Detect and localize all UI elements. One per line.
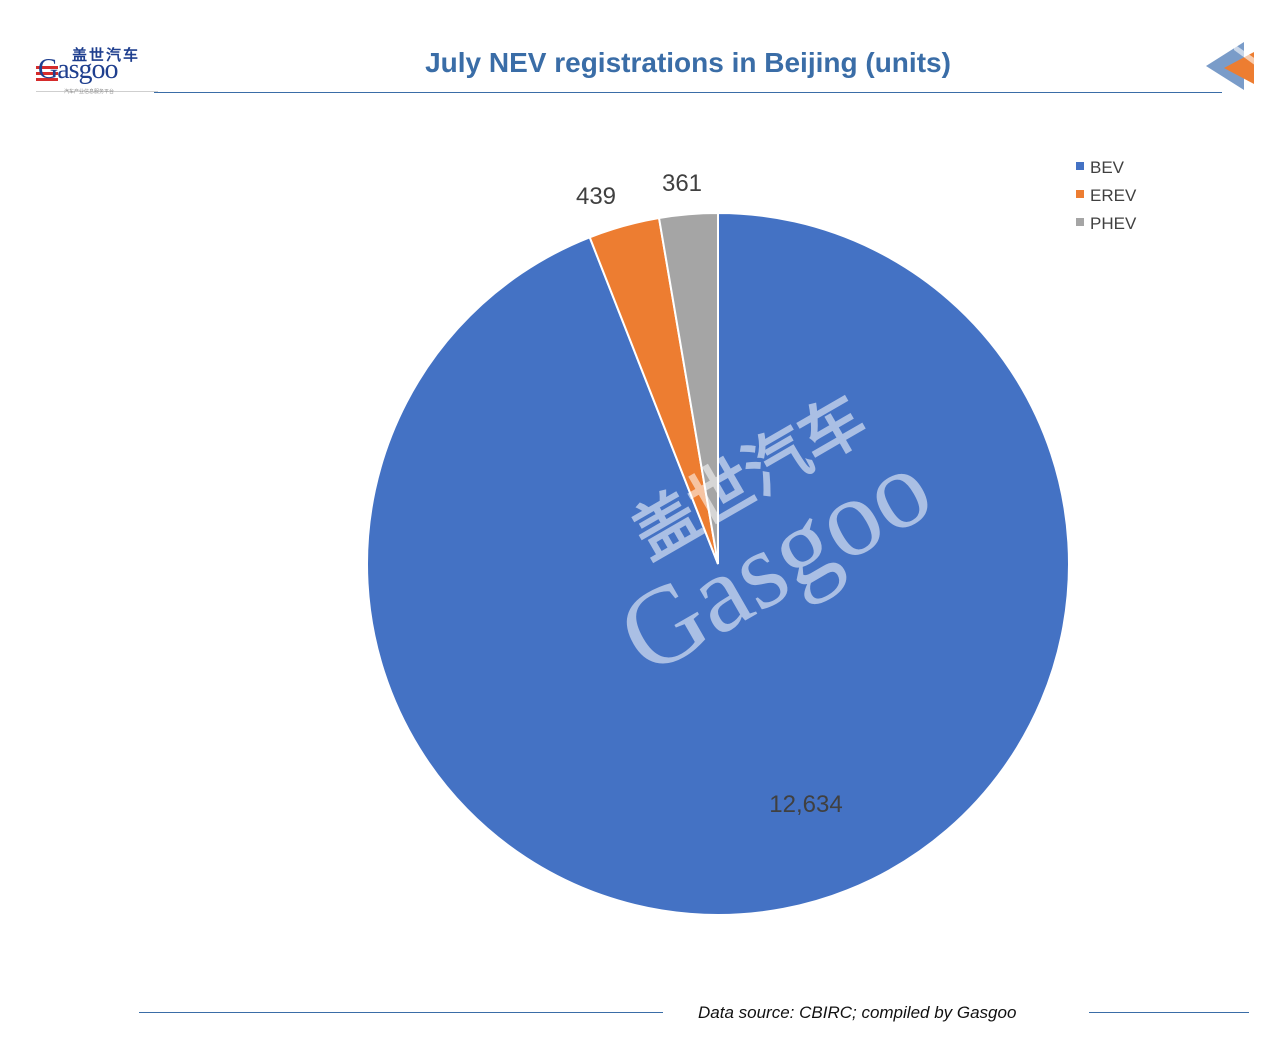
logo-chinese-name: 盖世汽车 — [72, 46, 141, 64]
legend-label-erev: EREV — [1090, 186, 1137, 205]
legend-label-bev: BEV — [1090, 158, 1125, 177]
data-label-erev: 439 — [576, 183, 616, 210]
back-arrow-icon — [1206, 42, 1260, 90]
legend-swatch-phev — [1076, 218, 1084, 226]
gasgoo-logo: 盖世汽车 Gasgoo 汽车产业信息服务平台 — [30, 44, 160, 98]
legend-label-phev: PHEV — [1090, 214, 1137, 233]
legend-item-phev: PHEV — [1076, 214, 1137, 233]
legend-swatch-bev — [1076, 162, 1084, 170]
pie-slice-phev — [657, 211, 719, 565]
legend-item-erev: EREV — [1076, 186, 1137, 205]
chart-title: July NEV registrations in Beijing (units… — [425, 47, 951, 78]
logo-tagline: 汽车产业信息服务平台 — [64, 89, 115, 95]
data-label-phev: 361 — [662, 170, 702, 197]
footer-rule-left — [139, 1012, 663, 1013]
legend-item-bev: BEV — [1076, 158, 1125, 177]
logo-english-name: Gasgoo — [38, 54, 119, 85]
logo-divider — [36, 91, 158, 92]
data-source-note: Data source: CBIRC; compiled by Gasgoo — [698, 1003, 1017, 1022]
title-divider — [154, 92, 1222, 93]
footer-rule-right — [1089, 1012, 1249, 1013]
data-label-bev: 12,634 — [769, 791, 842, 818]
legend-swatch-erev — [1076, 190, 1084, 198]
logo-stripes-icon — [36, 66, 58, 84]
